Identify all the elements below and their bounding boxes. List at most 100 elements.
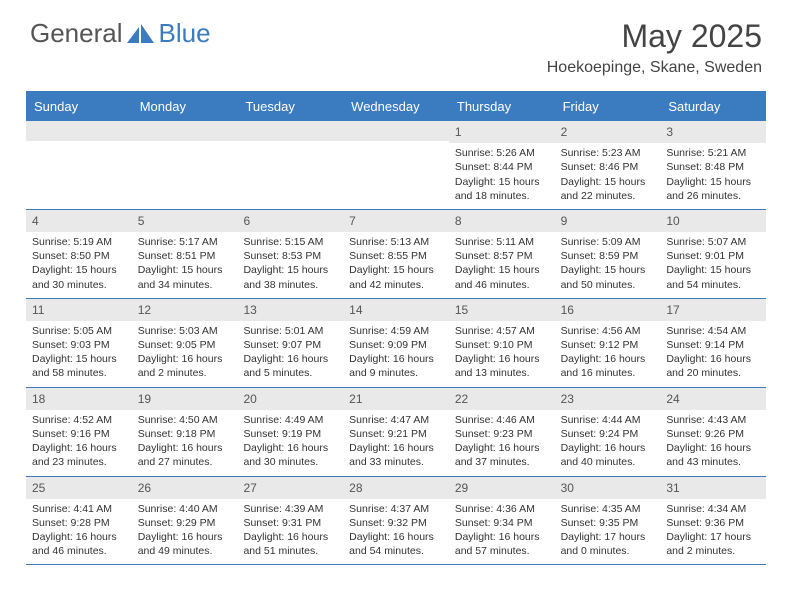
- daylight-text: Daylight: 15 hours and 50 minutes.: [561, 263, 655, 291]
- day-cell: 4Sunrise: 5:19 AMSunset: 8:50 PMDaylight…: [26, 210, 132, 298]
- day-cell: 5Sunrise: 5:17 AMSunset: 8:51 PMDaylight…: [132, 210, 238, 298]
- logo-sail-icon: [127, 24, 155, 44]
- day-number: 22: [449, 388, 555, 410]
- day-cell: [237, 121, 343, 209]
- sunset-text: Sunset: 9:10 PM: [455, 338, 549, 352]
- sunrise-text: Sunrise: 5:11 AM: [455, 235, 549, 249]
- header: General Blue May 2025 Hoekoepinge, Skane…: [0, 0, 792, 85]
- day-number: [237, 121, 343, 141]
- daylight-text: Daylight: 16 hours and 33 minutes.: [349, 441, 443, 469]
- day-number: 20: [237, 388, 343, 410]
- sunset-text: Sunset: 8:53 PM: [243, 249, 337, 263]
- sunrise-text: Sunrise: 5:21 AM: [666, 146, 760, 160]
- sunset-text: Sunset: 9:12 PM: [561, 338, 655, 352]
- sunset-text: Sunset: 9:35 PM: [561, 516, 655, 530]
- dow-header-cell: Thursday: [449, 93, 555, 120]
- day-body: Sunrise: 5:05 AMSunset: 9:03 PMDaylight:…: [26, 321, 132, 387]
- dow-header-cell: Wednesday: [343, 93, 449, 120]
- sunrise-text: Sunrise: 4:36 AM: [455, 502, 549, 516]
- sunrise-text: Sunrise: 4:40 AM: [138, 502, 232, 516]
- day-body: Sunrise: 5:01 AMSunset: 9:07 PMDaylight:…: [237, 321, 343, 387]
- sunset-text: Sunset: 9:05 PM: [138, 338, 232, 352]
- daylight-text: Daylight: 15 hours and 34 minutes.: [138, 263, 232, 291]
- day-body: Sunrise: 5:09 AMSunset: 8:59 PMDaylight:…: [555, 232, 661, 298]
- day-body: Sunrise: 4:59 AMSunset: 9:09 PMDaylight:…: [343, 321, 449, 387]
- sunset-text: Sunset: 8:57 PM: [455, 249, 549, 263]
- day-number: 15: [449, 299, 555, 321]
- day-number: 23: [555, 388, 661, 410]
- day-cell: 17Sunrise: 4:54 AMSunset: 9:14 PMDayligh…: [660, 299, 766, 387]
- sunset-text: Sunset: 9:24 PM: [561, 427, 655, 441]
- day-number: 24: [660, 388, 766, 410]
- day-cell: [132, 121, 238, 209]
- week-row: 4Sunrise: 5:19 AMSunset: 8:50 PMDaylight…: [26, 209, 766, 298]
- daylight-text: Daylight: 16 hours and 57 minutes.: [455, 530, 549, 558]
- day-cell: 27Sunrise: 4:39 AMSunset: 9:31 PMDayligh…: [237, 477, 343, 565]
- day-body: Sunrise: 5:19 AMSunset: 8:50 PMDaylight:…: [26, 232, 132, 298]
- day-number: 16: [555, 299, 661, 321]
- day-body: Sunrise: 4:34 AMSunset: 9:36 PMDaylight:…: [660, 499, 766, 565]
- sunset-text: Sunset: 9:01 PM: [666, 249, 760, 263]
- day-cell: 6Sunrise: 5:15 AMSunset: 8:53 PMDaylight…: [237, 210, 343, 298]
- day-body: Sunrise: 5:07 AMSunset: 9:01 PMDaylight:…: [660, 232, 766, 298]
- day-body: Sunrise: 5:23 AMSunset: 8:46 PMDaylight:…: [555, 143, 661, 209]
- sunset-text: Sunset: 9:28 PM: [32, 516, 126, 530]
- sunset-text: Sunset: 8:50 PM: [32, 249, 126, 263]
- brand-part1: General: [30, 18, 123, 49]
- day-cell: 21Sunrise: 4:47 AMSunset: 9:21 PMDayligh…: [343, 388, 449, 476]
- daylight-text: Daylight: 16 hours and 2 minutes.: [138, 352, 232, 380]
- dow-header-cell: Sunday: [26, 93, 132, 120]
- dow-header-cell: Tuesday: [237, 93, 343, 120]
- day-body: Sunrise: 4:37 AMSunset: 9:32 PMDaylight:…: [343, 499, 449, 565]
- calendar: SundayMondayTuesdayWednesdayThursdayFrid…: [26, 91, 766, 565]
- day-cell: 16Sunrise: 4:56 AMSunset: 9:12 PMDayligh…: [555, 299, 661, 387]
- week-row: 11Sunrise: 5:05 AMSunset: 9:03 PMDayligh…: [26, 298, 766, 387]
- day-cell: 20Sunrise: 4:49 AMSunset: 9:19 PMDayligh…: [237, 388, 343, 476]
- day-body: Sunrise: 4:43 AMSunset: 9:26 PMDaylight:…: [660, 410, 766, 476]
- sunrise-text: Sunrise: 4:37 AM: [349, 502, 443, 516]
- day-body: Sunrise: 5:15 AMSunset: 8:53 PMDaylight:…: [237, 232, 343, 298]
- sunrise-text: Sunrise: 5:01 AM: [243, 324, 337, 338]
- day-body: Sunrise: 5:11 AMSunset: 8:57 PMDaylight:…: [449, 232, 555, 298]
- sunset-text: Sunset: 9:32 PM: [349, 516, 443, 530]
- daylight-text: Daylight: 16 hours and 23 minutes.: [32, 441, 126, 469]
- sunrise-text: Sunrise: 4:57 AM: [455, 324, 549, 338]
- day-cell: 3Sunrise: 5:21 AMSunset: 8:48 PMDaylight…: [660, 121, 766, 209]
- sunset-text: Sunset: 9:21 PM: [349, 427, 443, 441]
- sunrise-text: Sunrise: 5:23 AM: [561, 146, 655, 160]
- day-number: 14: [343, 299, 449, 321]
- sunset-text: Sunset: 9:07 PM: [243, 338, 337, 352]
- day-cell: 1Sunrise: 5:26 AMSunset: 8:44 PMDaylight…: [449, 121, 555, 209]
- sunset-text: Sunset: 9:16 PM: [32, 427, 126, 441]
- day-cell: 11Sunrise: 5:05 AMSunset: 9:03 PMDayligh…: [26, 299, 132, 387]
- day-number: 29: [449, 477, 555, 499]
- daylight-text: Daylight: 15 hours and 26 minutes.: [666, 175, 760, 203]
- sunset-text: Sunset: 9:36 PM: [666, 516, 760, 530]
- day-body: Sunrise: 4:49 AMSunset: 9:19 PMDaylight:…: [237, 410, 343, 476]
- daylight-text: Daylight: 16 hours and 51 minutes.: [243, 530, 337, 558]
- sunrise-text: Sunrise: 5:05 AM: [32, 324, 126, 338]
- sunrise-text: Sunrise: 5:07 AM: [666, 235, 760, 249]
- sunrise-text: Sunrise: 4:39 AM: [243, 502, 337, 516]
- day-number: 7: [343, 210, 449, 232]
- day-body: Sunrise: 5:17 AMSunset: 8:51 PMDaylight:…: [132, 232, 238, 298]
- sunset-text: Sunset: 8:55 PM: [349, 249, 443, 263]
- day-cell: 7Sunrise: 5:13 AMSunset: 8:55 PMDaylight…: [343, 210, 449, 298]
- day-cell: 2Sunrise: 5:23 AMSunset: 8:46 PMDaylight…: [555, 121, 661, 209]
- daylight-text: Daylight: 16 hours and 13 minutes.: [455, 352, 549, 380]
- day-body: Sunrise: 4:47 AMSunset: 9:21 PMDaylight:…: [343, 410, 449, 476]
- day-number: 1: [449, 121, 555, 143]
- day-number: 11: [26, 299, 132, 321]
- day-number: 6: [237, 210, 343, 232]
- daylight-text: Daylight: 15 hours and 30 minutes.: [32, 263, 126, 291]
- daylight-text: Daylight: 16 hours and 46 minutes.: [32, 530, 126, 558]
- day-number: 10: [660, 210, 766, 232]
- daylight-text: Daylight: 15 hours and 46 minutes.: [455, 263, 549, 291]
- sunrise-text: Sunrise: 4:52 AM: [32, 413, 126, 427]
- day-body: Sunrise: 5:03 AMSunset: 9:05 PMDaylight:…: [132, 321, 238, 387]
- location-text: Hoekoepinge, Skane, Sweden: [547, 59, 762, 77]
- daylight-text: Daylight: 16 hours and 9 minutes.: [349, 352, 443, 380]
- day-cell: 24Sunrise: 4:43 AMSunset: 9:26 PMDayligh…: [660, 388, 766, 476]
- daylight-text: Daylight: 16 hours and 37 minutes.: [455, 441, 549, 469]
- day-body: Sunrise: 4:50 AMSunset: 9:18 PMDaylight:…: [132, 410, 238, 476]
